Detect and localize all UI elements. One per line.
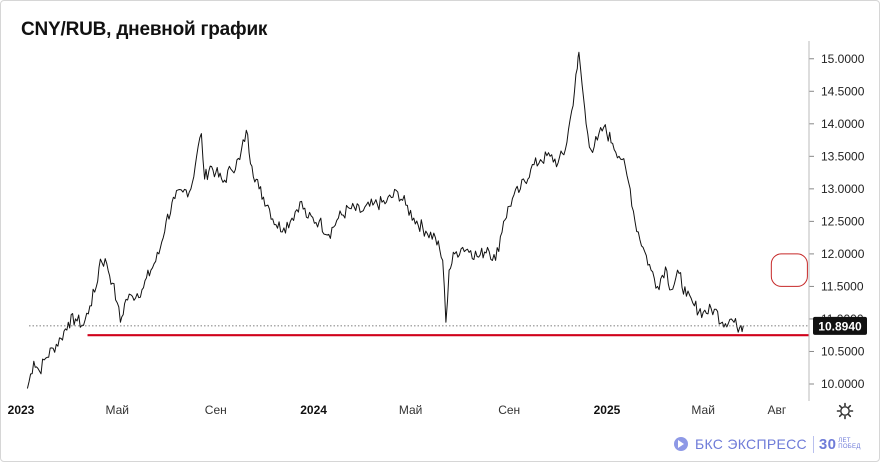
anniversary-line-1: ЛЕТ [838, 438, 851, 444]
x-tick-label: Май [105, 403, 129, 417]
x-tick-label: 2024 [300, 403, 327, 417]
anniversary-caption: ЛЕТ ПОБЕД [838, 438, 860, 450]
x-tick-label: Сен [205, 403, 227, 417]
y-tick-label: 12.0000 [821, 247, 865, 261]
price-series-line [26, 51, 744, 389]
x-tick-label: Сен [498, 403, 520, 417]
y-axis: 10.000010.500011.000011.500012.000012.50… [808, 41, 865, 401]
last-price-badge [813, 316, 867, 335]
y-tick-label: 12.5000 [821, 214, 865, 228]
anniversary-line-2: ПОБЕД [838, 444, 861, 450]
y-tick-label: 13.0000 [821, 182, 865, 196]
highlight-zone [770, 253, 808, 287]
anniversary-number: 30 [818, 435, 837, 453]
y-tick-label: 14.0000 [821, 117, 865, 131]
anniversary-badge: 30 ЛЕТ ПОБЕД [812, 435, 861, 453]
y-tick-label: 14.5000 [821, 84, 865, 98]
x-tick-label: Май [691, 403, 715, 417]
highlight-zone-layer [770, 253, 808, 287]
chart-title: CNY/RUB, дневной график [21, 19, 268, 40]
y-tick-label: 11.5000 [821, 279, 864, 293]
y-tick-label: 10.0000 [821, 377, 865, 391]
bks-logo-icon [674, 437, 688, 451]
gear-icon[interactable] [836, 402, 854, 420]
brand-watermark: БКС ЭКСПРЕСС 30 ЛЕТ ПОБЕД [673, 433, 861, 455]
x-tick-label: 2025 [594, 403, 621, 417]
y-tick-label: 13.5000 [821, 149, 865, 163]
price-line-layer [26, 51, 744, 389]
x-tick-label: 2023 [8, 403, 35, 417]
x-tick-label: Авг [768, 403, 787, 417]
x-tick-label: Май [399, 403, 423, 417]
x-axis: 2023 Май Сен 2024 Май Сен 2025 Май Авг [8, 403, 787, 417]
brand-name: БКС ЭКСПРЕСС [695, 436, 807, 452]
y-tick-label: 10.5000 [821, 344, 865, 358]
last-price-label: 10.8940 [818, 319, 862, 333]
last-price-label-layer: 10.8940 [813, 316, 867, 335]
y-tick-label: 15.0000 [821, 52, 865, 66]
